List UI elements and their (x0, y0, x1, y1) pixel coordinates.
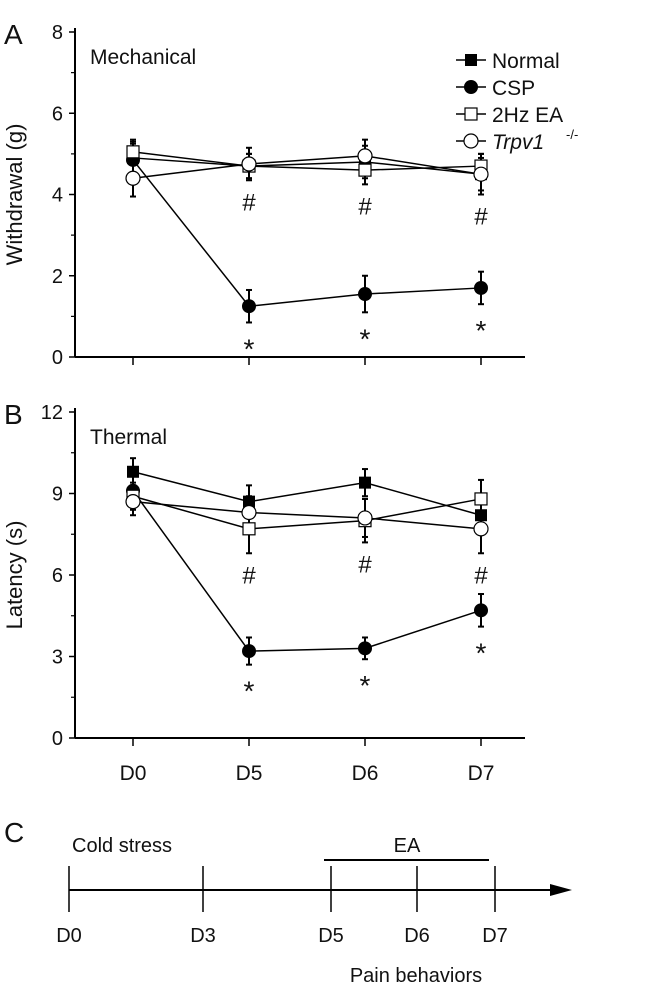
y-axis-label: Withdrawal (g) (2, 124, 27, 266)
timeline-tick-label: D0 (56, 925, 82, 947)
y-tick-label: 9 (52, 484, 63, 506)
x-tick-labels: D0 D5 D6 D7 (120, 762, 495, 785)
panel-a-mechanical: 0 2 4 6 8 A Mechanical Withdrawal (g) # # # * * * (2, 19, 525, 369)
panel-title: Mechanical (90, 46, 196, 69)
cold-stress-label: Cold stress (72, 835, 172, 857)
star-annotation: * (244, 333, 255, 364)
data-point (473, 166, 489, 182)
panel-title: Thermal (90, 426, 167, 449)
series-trpv1- (130, 487, 484, 555)
x-tick-label: D6 (352, 762, 379, 785)
legend-label: Normal (492, 50, 560, 73)
series-line (132, 471, 482, 516)
data-point (241, 504, 257, 521)
data-point (125, 170, 141, 186)
data-point (357, 510, 373, 526)
legend-marker (464, 80, 478, 94)
timeline-tick-label: D6 (404, 925, 430, 947)
panel-c-timeline: C D0 D3 D5 D6 D7 Cold stress EA Pain behaviors (4, 817, 572, 987)
series-line (132, 500, 482, 530)
star-annotation: * (360, 323, 371, 354)
star-annotation: * (476, 638, 487, 669)
data-point (358, 641, 372, 656)
y-tick-label: 4 (52, 185, 63, 207)
data-point (242, 644, 256, 659)
hash-annotation: # (358, 193, 372, 220)
hash-annotation: # (474, 204, 488, 231)
hash-annotation: # (474, 562, 488, 589)
y-tick-label: 12 (41, 402, 63, 424)
data-point (359, 476, 371, 489)
y-tick-label: 6 (52, 565, 63, 587)
y-tick-label: 8 (52, 22, 63, 44)
hash-annotation: # (242, 562, 256, 589)
pain-behaviors-label: Pain behaviors (350, 965, 482, 987)
panel-label: A (4, 19, 23, 50)
data-point (241, 156, 257, 172)
star-annotation: * (244, 676, 255, 707)
series-csp (130, 142, 484, 324)
star-annotation: * (476, 315, 487, 346)
x-tick-label: D7 (468, 762, 495, 785)
y-tick-label: 0 (52, 347, 63, 369)
y-tick-label: 6 (52, 103, 63, 125)
y-tick-label: 2 (52, 266, 63, 288)
series-line (132, 490, 482, 652)
series-line (132, 155, 482, 179)
legend: Normal CSP 2Hz EA Trpv1 -/- (456, 50, 578, 154)
legend-label: Trpv1 (492, 131, 544, 154)
series-line (132, 159, 482, 308)
timeline-tick-label: D7 (482, 925, 508, 947)
x-tick-label: D5 (236, 762, 263, 785)
data-point (474, 603, 488, 618)
series-2hz-ea (130, 478, 484, 555)
panel-label: B (4, 399, 23, 430)
data-point (358, 287, 372, 302)
legend-marker (465, 54, 477, 66)
arrow-head-icon (550, 884, 572, 896)
series-line (132, 151, 482, 171)
y-tick-label: 0 (52, 728, 63, 750)
ea-label: EA (394, 835, 421, 857)
data-point (473, 521, 489, 537)
data-point (242, 522, 256, 536)
data-point (127, 465, 139, 478)
timeline-tick-label: D3 (190, 925, 216, 947)
star-annotation: * (360, 670, 371, 701)
legend-label: 2Hz EA (492, 104, 563, 127)
data-point (475, 509, 487, 522)
timeline-tick-label: D5 (318, 925, 344, 947)
y-axis-label: Latency (s) (2, 521, 27, 630)
data-point (242, 299, 256, 314)
series-csp (130, 473, 484, 666)
panel-label: C (4, 817, 24, 848)
legend-superscript: -/- (566, 127, 578, 142)
data-point (243, 495, 255, 508)
hash-annotation: # (358, 551, 372, 578)
legend-label: CSP (492, 77, 535, 100)
legend-marker (464, 107, 478, 121)
data-point (126, 145, 140, 159)
y-tick-label: 3 (52, 647, 63, 669)
data-point (474, 492, 488, 506)
hash-annotation: # (242, 189, 256, 216)
data-point (125, 494, 141, 510)
panel-b-thermal: 0 3 6 9 12 B Thermal Latency (s) # # # * * * (2, 399, 525, 750)
x-tick-label: D0 (120, 762, 147, 785)
data-point (474, 280, 488, 295)
series-normal (130, 457, 484, 533)
legend-marker (463, 133, 479, 149)
data-point (357, 148, 373, 164)
series-line (132, 495, 482, 530)
data-point (358, 163, 372, 177)
